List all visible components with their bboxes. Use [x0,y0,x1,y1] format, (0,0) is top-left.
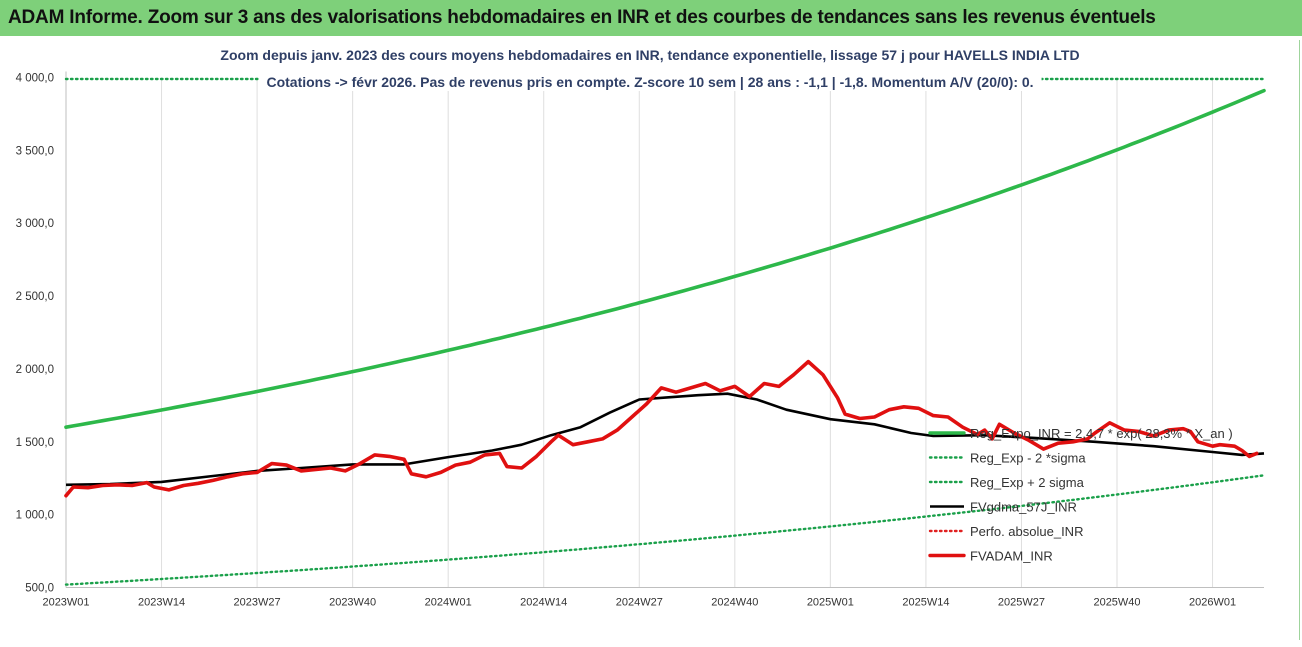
chart-svg: 2023W01 2023W14 2023W27 2023W40 2024W01 2024W… [16,46,1266,609]
series-reg-expo [64,88,1266,430]
x-tick-label: 2025W27 [998,597,1045,609]
x-tick-label: 2023W27 [234,597,281,609]
x-tick-label: 2024W27 [616,597,663,609]
y-tick-label: 3 500,0 [16,145,54,157]
y-tick-label: 3 000,0 [16,218,54,230]
x-tick-label: 2024W01 [425,597,472,609]
x-tick-label: 2023W14 [138,597,185,609]
report-title: ADAM Informe. Zoom sur 3 ans des valoris… [8,7,1156,28]
chart-subtitle: Cotations -> févr 2026. Pas de revenus p… [266,74,1033,90]
chart-area: 2023W01 2023W14 2023W27 2023W40 2024W01 2024W… [0,36,1302,647]
chart-title-background [258,73,1042,91]
legend-label: Perfo. absolue_INR [970,524,1083,539]
series-fvadam [64,359,1259,498]
x-tick-label: 2025W14 [902,597,949,609]
legend-label: FVgdma_57J_INR [970,500,1077,515]
y-tick-label: 500,0 [25,583,54,595]
legend-label: FVADAM_INR [970,549,1053,564]
chart-frame-edge [1299,40,1300,640]
series-fvgdma-57j [65,392,1265,487]
legend-label: Reg_Expo_INR = 2,4,7 * exp( 28,3% * X_an… [970,426,1233,441]
x-tick-label: 2024W40 [711,597,758,609]
y-tick-label: 1 500,0 [16,437,54,449]
x-tick-label: 2025W40 [1093,597,1140,609]
y-tick-label: 2 500,0 [16,291,54,303]
x-tick-label: 2023W01 [42,597,89,609]
x-tick-label: 2024W14 [520,597,567,609]
y-tick-label: 4 000,0 [16,73,54,85]
y-tick-label: 1 000,0 [16,510,54,522]
x-tick-label: 2025W01 [807,597,854,609]
chart-title: Zoom depuis janv. 2023 des cours moyens … [220,47,1079,63]
y-tick-label: 2 000,0 [16,364,54,376]
chart-title-background [212,46,1088,64]
x-tick-label: 2026W01 [1189,597,1236,609]
x-tick-label: 2023W40 [329,597,376,609]
report-banner: ADAM Informe. Zoom sur 3 ans des valoris… [0,0,1302,37]
series-reg-exp-minus-2sigma [64,474,1266,586]
legend-label: Reg_Exp + 2 sigma [970,475,1085,490]
legend-label: Reg_Exp - 2 *sigma [970,451,1086,466]
